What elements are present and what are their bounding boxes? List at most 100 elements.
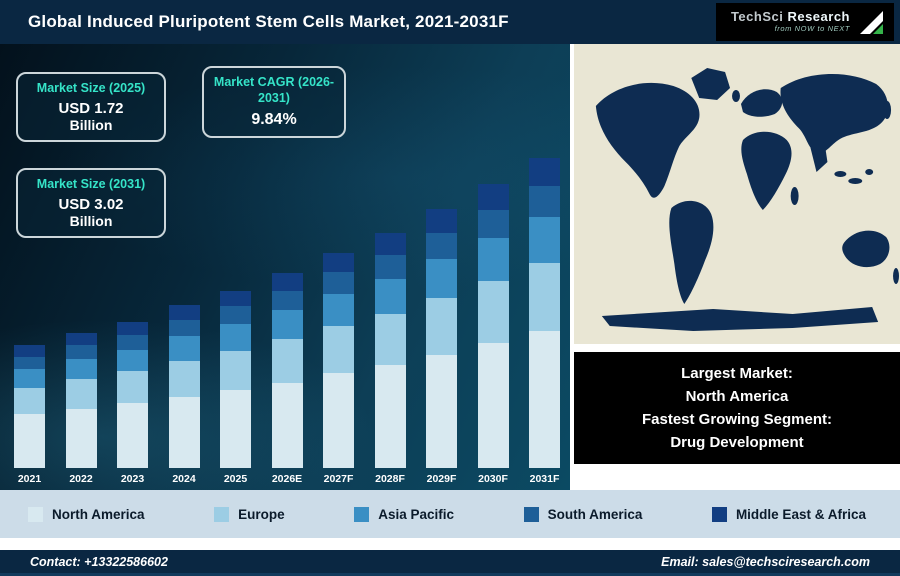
bar-segment: [426, 298, 457, 355]
legend-label-europe: Europe: [238, 506, 285, 522]
x-axis-label: 2028F: [375, 473, 405, 485]
footer-email: Email: sales@techsciresearch.com: [661, 554, 870, 569]
bar-segment: [477, 280, 509, 344]
bar-segment: [117, 335, 148, 350]
right-panel: Largest Market: North America Fastest Gr…: [570, 44, 900, 490]
continent-antarctica: [601, 307, 879, 331]
bar-segment: [220, 323, 251, 351]
bar-segment: [529, 331, 560, 468]
logo-brand-primary: TechSci: [730, 9, 788, 25]
legend-swatch-europe: [214, 506, 230, 522]
main-content: Market Size (2025) USD 1.72 Billion Mark…: [0, 44, 900, 490]
market-size-2025-value: USD 1.72: [58, 99, 124, 117]
x-axis-label: 2025: [223, 473, 248, 485]
island-japan: [883, 101, 892, 119]
bar-segment: [529, 185, 560, 217]
bar-column-2026E: 2026E: [271, 273, 303, 486]
bar-segment: [117, 321, 148, 336]
continent-greenland: [691, 68, 731, 100]
market-cagr-box: Market CAGR (2026-2031) 9.84%: [202, 66, 346, 139]
bar-segment: [65, 333, 97, 346]
bar-segment: [65, 345, 97, 359]
market-size-2025-unit: Billion: [69, 116, 113, 133]
footer: Contact: +13322586602 Email: sales@techs…: [0, 550, 900, 576]
legend-swatch-middle-east-africa: [711, 506, 727, 522]
continent-africa: [741, 131, 792, 210]
bar-stack: [323, 252, 354, 468]
x-axis-label: 2024: [172, 473, 196, 485]
market-size-2031-value: USD 3.02: [58, 195, 124, 213]
bar-segment: [168, 396, 200, 468]
largest-market-value: North America: [685, 388, 789, 405]
bar-segment: [426, 258, 457, 299]
bar-segment: [477, 209, 509, 239]
bar-column-2028F: 2028F: [374, 233, 406, 486]
stacked-bar-chart: 2021 2022 2023 2024 2025 2026E 2027F 2028F 2029F…: [14, 157, 560, 486]
bar-segment: [426, 209, 457, 234]
bar-segment: [477, 183, 509, 210]
bar-segment: [374, 278, 406, 314]
bar-column-2025: 2025: [220, 290, 251, 486]
bar-segment: [168, 305, 200, 320]
islands-indonesia-3: [865, 169, 874, 175]
map-continents: [595, 68, 900, 331]
market-size-2031-unit: Billion: [69, 212, 113, 229]
legend-item-europe: Europe: [214, 506, 285, 522]
bar-segment: [220, 306, 251, 324]
bar-segment: [323, 252, 354, 273]
page-title: Global Induced Pluripotent Stem Cells Ma…: [28, 12, 509, 31]
bar-stack: [529, 157, 560, 468]
bar-stack: [374, 233, 406, 468]
bar-segment: [14, 345, 45, 357]
logo-arrow-icon: [860, 11, 883, 34]
legend-item-south-america: South America: [523, 506, 643, 522]
bar-segment: [220, 389, 251, 468]
bar-segment: [529, 157, 560, 186]
market-size-2031-heading: Market Size (2031): [36, 177, 146, 191]
bar-segment: [271, 290, 303, 311]
bar-segment: [117, 349, 148, 372]
continent-australia: [842, 230, 890, 268]
continent-asia: [780, 73, 888, 153]
continent-south-america: [669, 200, 714, 304]
bar-segment: [271, 339, 303, 383]
legend-label-asia-pacific: Asia Pacific: [378, 506, 454, 522]
bar-segment: [477, 238, 509, 281]
market-size-2025-box: Market Size (2025) USD 1.72 Billion: [16, 72, 166, 142]
bar-segment: [374, 233, 406, 255]
chart-legend: North America Europe Asia Pacific South …: [0, 490, 900, 538]
island-madagascar: [790, 187, 799, 205]
islands-indonesia-2: [848, 178, 863, 184]
bar-segment: [323, 373, 354, 468]
bar-column-2021: 2021: [14, 345, 45, 486]
bar-segment: [323, 325, 354, 374]
market-cagr-value: 9.84%: [251, 111, 297, 129]
bar-segment: [271, 310, 303, 340]
bar-stack: [271, 273, 303, 468]
bar-segment: [529, 216, 560, 263]
logo-text: TechSci Research from NOW to NEXT: [730, 9, 850, 34]
bar-segment: [65, 409, 97, 468]
bar-segment: [323, 272, 354, 294]
bar-segment: [14, 414, 45, 468]
x-axis-label: 2026E: [271, 473, 303, 485]
bar-segment: [529, 263, 560, 331]
legend-swatch-north-america: [28, 506, 43, 522]
fastest-segment-label: Fastest Growing Segment:: [641, 411, 833, 428]
bar-stack: [65, 333, 97, 468]
subcontinent-india: [810, 142, 828, 172]
legend-label-south-america: South America: [547, 506, 643, 522]
legend-item-asia-pacific: Asia Pacific: [354, 506, 454, 522]
legend-swatch-asia-pacific: [354, 506, 370, 522]
x-axis-label: 2031F: [529, 473, 560, 485]
bar-column-2031F: 2031F: [529, 157, 560, 486]
bar-segment: [374, 254, 406, 279]
bar-segment: [477, 343, 509, 468]
logo-brand-secondary: Research: [787, 9, 850, 25]
x-axis-label: 2027F: [323, 473, 354, 485]
bar-column-2030F: 2030F: [477, 183, 509, 486]
bar-segment: [65, 358, 97, 380]
bar-segment: [65, 379, 97, 410]
bar-segment: [323, 293, 354, 326]
